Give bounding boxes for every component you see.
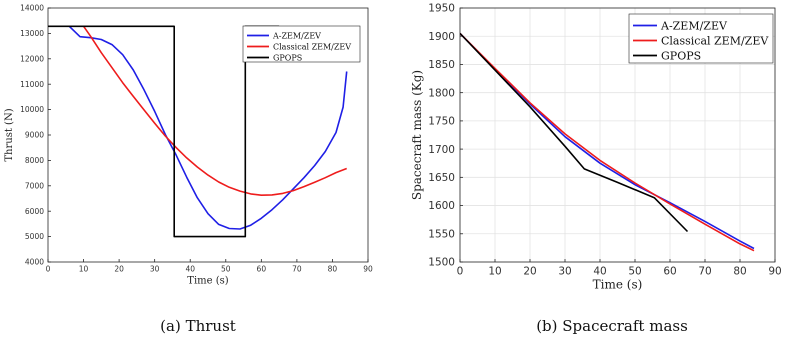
- x-tick-label: 90: [768, 266, 781, 278]
- legend-label: Classical ZEM/ZEV: [273, 42, 351, 51]
- x-tick-label: 20: [523, 266, 536, 278]
- legend: A-ZEM/ZEV Classical ZEM/ZEV GPOPS: [242, 25, 361, 63]
- x-tick-label: 90: [363, 265, 373, 274]
- x-tick-label: 40: [593, 266, 606, 278]
- x-tick-label: 10: [79, 265, 89, 274]
- series-line-classical-zem-zev: [460, 32, 755, 252]
- y-tick-label: 4000: [25, 258, 44, 267]
- y-tick-label: 9000: [25, 131, 44, 140]
- x-tick-label: 50: [221, 265, 231, 274]
- x-tick-label: 70: [292, 265, 302, 274]
- x-tick-label: 30: [558, 266, 571, 278]
- x-tick-label: 50: [628, 266, 641, 278]
- legend-label: A-ZEM/ZEV: [660, 19, 728, 32]
- y-tick-label: 1500: [428, 257, 455, 269]
- x-axis-label: Time (s): [593, 278, 643, 292]
- x-tick-label: 80: [733, 266, 746, 278]
- y-tick-label: 5000: [25, 232, 44, 241]
- series-line-a-zem-zev: [68, 25, 348, 230]
- x-tick-label: 10: [488, 266, 501, 278]
- x-tick-label: 0: [46, 265, 51, 274]
- x-tick-label: 30: [150, 265, 160, 274]
- y-tick-label: 1650: [428, 172, 455, 184]
- axes-box: [459, 7, 776, 263]
- series-line-a-zem-zev: [460, 32, 755, 250]
- legend-box: [242, 25, 361, 63]
- y-tick-label: 1700: [428, 144, 455, 156]
- y-tick-label: 7000: [25, 181, 44, 190]
- x-tick-label: 0: [457, 266, 464, 278]
- x-tick-label: 60: [663, 266, 676, 278]
- y-tick-label: 14000: [20, 4, 44, 13]
- y-tick-label: 13000: [20, 29, 44, 38]
- x-tick-label: 60: [257, 265, 267, 274]
- y-tick-label: 8000: [25, 156, 44, 165]
- y-tick-label: 6000: [25, 207, 44, 216]
- y-axis-label: Spacecraft mass (Kg): [410, 70, 424, 200]
- series-line-classical-zem-zev: [82, 25, 347, 196]
- y-tick-label: 1750: [428, 116, 455, 128]
- y-axis-label: Thrust (N): [4, 108, 15, 161]
- x-tick-label: 20: [114, 265, 124, 274]
- series-line-gpops: [460, 32, 689, 233]
- legend-label: GPOPS: [273, 53, 302, 62]
- legend: A-ZEM/ZEV Classical ZEM/ZEV GPOPS: [628, 13, 774, 64]
- x-tick-label: 70: [698, 266, 711, 278]
- figure-caption: (b) Spacecraft mass: [536, 317, 688, 335]
- x-tick-label: 80: [328, 265, 338, 274]
- y-tick-label: 10000: [20, 105, 44, 114]
- chart-mass: 0 10 20 30 40 50 60 70 80 90 1500 1550 1600 1650 1700 1…: [410, 3, 782, 335]
- y-tick-label: 12000: [20, 54, 44, 63]
- y-tick-label: 1800: [428, 87, 455, 99]
- y-tick-label: 1850: [428, 59, 455, 71]
- y-tick-label: 1900: [428, 31, 455, 43]
- x-axis-label: Time (s): [187, 276, 228, 287]
- legend-label: GPOPS: [661, 49, 701, 62]
- figure-caption: (a) Thrust: [160, 317, 236, 335]
- y-tick-label: 1600: [428, 200, 455, 212]
- chart-thrust: 0 10 20 30 40 50 60 70 80 90 4000 5000 6000 7000 8000 9…: [4, 4, 373, 335]
- y-tick-label: 11000: [20, 80, 44, 89]
- y-tick-label: 1550: [428, 228, 455, 240]
- legend-label: A-ZEM/ZEV: [272, 31, 321, 40]
- x-tick-label: 40: [185, 265, 195, 274]
- legend-label: Classical ZEM/ZEV: [661, 34, 769, 47]
- y-tick-label: 1950: [428, 3, 455, 15]
